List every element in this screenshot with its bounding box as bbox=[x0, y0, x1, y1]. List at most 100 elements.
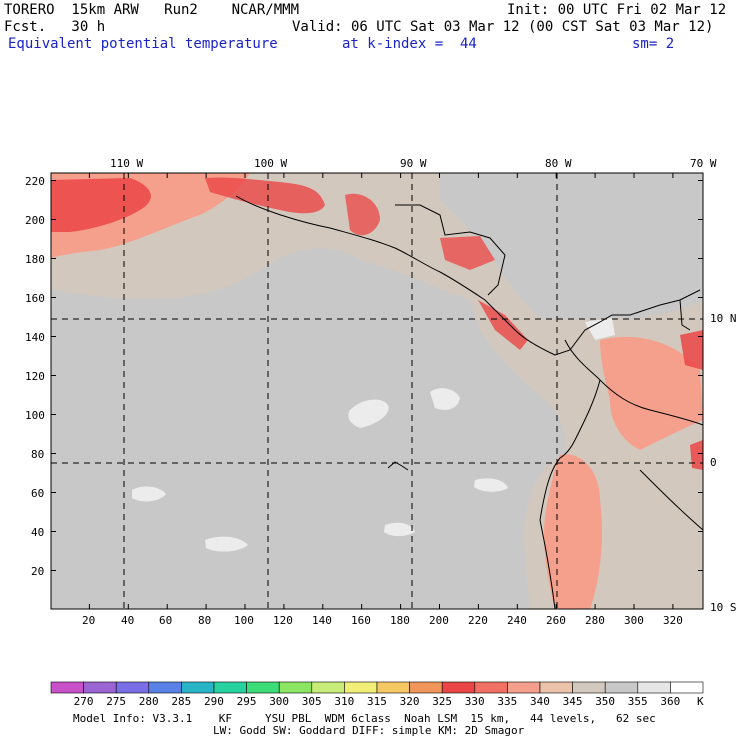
x-tick: 260 bbox=[546, 614, 566, 627]
y-tick: 140 bbox=[25, 331, 45, 344]
forecast-hour: Fcst. 30 h bbox=[4, 19, 106, 35]
colorbar-label: 340 bbox=[530, 695, 550, 708]
level-index: at k-index = 44 bbox=[342, 36, 477, 52]
x-tick: 200 bbox=[429, 614, 449, 627]
colorbar-label: 345 bbox=[562, 695, 583, 708]
colorbar-unit: K bbox=[697, 695, 704, 708]
x-tick: 40 bbox=[121, 614, 135, 627]
colorbar-label: 295 bbox=[236, 695, 257, 708]
x-tick: 280 bbox=[585, 614, 605, 627]
x-tick: 180 bbox=[390, 614, 410, 627]
smoothing: sm= 2 bbox=[632, 36, 675, 52]
field-region-hot-ca2 bbox=[345, 193, 380, 236]
lat-label-10n: 10 N bbox=[710, 312, 737, 325]
lat-label-10s: 10 S bbox=[710, 601, 737, 614]
colorbar-label: 325 bbox=[432, 695, 453, 708]
x-tick: 160 bbox=[351, 614, 371, 627]
colorbar-swatch bbox=[83, 681, 117, 694]
colorbar-label: 275 bbox=[106, 695, 127, 708]
colorbar-label: 310 bbox=[334, 695, 355, 708]
y-tick: 100 bbox=[25, 409, 45, 422]
colorbar-swatch bbox=[115, 681, 150, 694]
colorbar-label: 270 bbox=[73, 695, 94, 708]
y-tick: 200 bbox=[25, 214, 45, 227]
colorbar-swatch bbox=[213, 681, 247, 694]
field-region-warm-sa2 bbox=[600, 336, 703, 450]
colorbar-swatch bbox=[474, 681, 508, 694]
field-region-warm-sa bbox=[544, 454, 602, 609]
valid-time: Valid: 06 UTC Sat 03 Mar 12 (00 CST Sat … bbox=[292, 19, 714, 35]
field-region-hot-ca bbox=[205, 177, 325, 214]
x-tick: 220 bbox=[468, 614, 488, 627]
colorbar-label: 360 bbox=[660, 695, 681, 708]
tick-marks bbox=[51, 173, 703, 609]
y-tick: 220 bbox=[25, 175, 45, 188]
colorbar-swatch bbox=[376, 681, 410, 694]
x-tick: 320 bbox=[663, 614, 683, 627]
colorbar-swatch bbox=[539, 681, 573, 694]
lon-label-100w: 100 W bbox=[254, 157, 288, 170]
physics-info: LW: Godd SW: Goddard DIFF: simple KM: 2D… bbox=[213, 724, 525, 737]
x-tick: 60 bbox=[159, 614, 173, 627]
field-region-gray-2 bbox=[51, 357, 540, 470]
model-title: TORERO 15km ARW Run2 NCAR/MMM bbox=[4, 2, 300, 18]
graticule bbox=[51, 173, 703, 609]
y-tick: 120 bbox=[25, 370, 45, 383]
colorbar-swatch bbox=[278, 681, 313, 694]
colorbar-label: 305 bbox=[301, 695, 322, 708]
x-tick: 240 bbox=[507, 614, 527, 627]
colorbar-swatch bbox=[344, 681, 378, 694]
field-name: Equivalent potential temperature bbox=[8, 36, 278, 52]
lon-label-90w: 90 W bbox=[400, 157, 427, 170]
colorbar-label: 315 bbox=[367, 695, 387, 708]
lon-label-110w: 110 W bbox=[110, 157, 144, 170]
lon-label-80w: 80 W bbox=[545, 157, 572, 170]
field-patch-white bbox=[585, 318, 615, 340]
lon-label-70w: 70 W bbox=[690, 157, 717, 170]
colorbar-label: 300 bbox=[269, 695, 290, 708]
colorbar-label: 335 bbox=[497, 695, 518, 708]
y-tick: 60 bbox=[31, 487, 45, 500]
field-patch-white bbox=[132, 486, 166, 502]
colorbar-swatch bbox=[181, 681, 215, 694]
y-tick: 20 bbox=[31, 565, 45, 578]
x-tick: 300 bbox=[624, 614, 644, 627]
field-patch-white bbox=[384, 522, 415, 537]
x-tick: 80 bbox=[198, 614, 212, 627]
lat-label-0: 0 bbox=[710, 456, 717, 469]
colorbar-label: 350 bbox=[595, 695, 616, 708]
field-layer bbox=[51, 173, 703, 609]
x-tick: 100 bbox=[234, 614, 254, 627]
colorbar-label: 280 bbox=[138, 695, 159, 708]
x-tick: 120 bbox=[273, 614, 293, 627]
field-patch-white bbox=[474, 478, 508, 492]
colorbar-swatch bbox=[604, 681, 639, 694]
colorbar-swatch bbox=[637, 681, 671, 694]
field-patch-white bbox=[205, 536, 248, 552]
colorbar-label: 320 bbox=[399, 695, 420, 708]
colorbar-swatch bbox=[148, 681, 182, 694]
colorbar-swatch bbox=[572, 681, 606, 694]
field-region-hot-ca3 bbox=[440, 236, 495, 270]
colorbar-label: 285 bbox=[171, 695, 192, 708]
y-tick: 80 bbox=[31, 448, 45, 461]
colorbar-swatch bbox=[246, 681, 280, 694]
field-patch-white bbox=[348, 399, 389, 428]
colorbar-label: 355 bbox=[627, 695, 648, 708]
colorbar-label: 290 bbox=[204, 695, 224, 708]
colorbar-swatch bbox=[50, 681, 84, 694]
field-patch-white bbox=[430, 388, 460, 410]
y-tick: 180 bbox=[25, 253, 45, 266]
field-region-hot-nw bbox=[51, 178, 151, 232]
plot-frame bbox=[50, 172, 704, 610]
colorbar-swatch bbox=[441, 681, 476, 694]
model-info: Model Info: V3.3.1 KF YSU PBL WDM 6class… bbox=[73, 712, 656, 725]
colorbar-swatch bbox=[409, 681, 443, 694]
y-tick: 160 bbox=[25, 292, 45, 305]
colorbar-swatch bbox=[311, 681, 345, 694]
coastlines bbox=[235, 195, 704, 610]
x-tick: 140 bbox=[312, 614, 332, 627]
init-time: Init: 00 UTC Fri 02 Mar 12 bbox=[507, 2, 727, 18]
field-region-hot-east bbox=[680, 330, 703, 370]
